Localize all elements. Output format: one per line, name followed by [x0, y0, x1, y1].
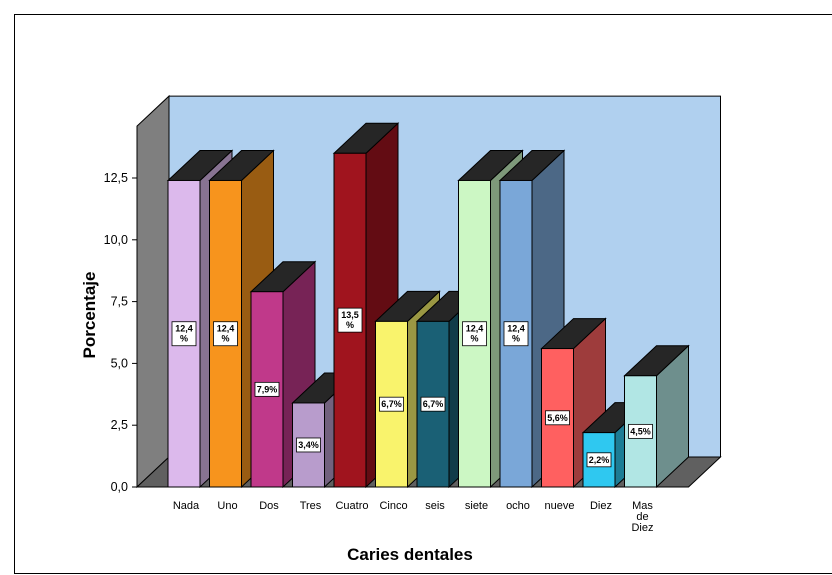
x-tick-label: nueve: [545, 500, 575, 512]
data-label-box: [337, 307, 363, 333]
data-label-box: [254, 381, 280, 397]
data-label: %: [346, 320, 354, 330]
bar: 5,6%: [540, 317, 607, 489]
data-label: %: [221, 334, 229, 344]
data-label: 12,4: [217, 324, 235, 334]
data-label: 6,7%: [423, 399, 444, 409]
y-axis-label: Porcentaje: [80, 272, 99, 359]
data-label: 12,4: [466, 324, 484, 334]
data-label-box: [171, 321, 197, 347]
y-tick-label: 10,0: [104, 233, 128, 247]
data-label: %: [470, 334, 478, 344]
data-label-box: [296, 437, 321, 453]
data-label-box: [503, 321, 529, 347]
x-tick-label: Tres: [300, 500, 322, 512]
data-label-box: [420, 396, 446, 412]
data-label-box: [213, 321, 238, 347]
data-label-box: [586, 452, 612, 468]
x-axis-label: Caries dentales: [347, 545, 473, 564]
x-tick-label: siete: [465, 500, 488, 512]
x-tick-label: de: [636, 511, 648, 523]
data-label-box: [545, 410, 570, 426]
data-label: %: [180, 334, 188, 344]
y-tick-label: 0,0: [111, 480, 128, 494]
data-label: 12,4: [175, 324, 193, 334]
x-tick-label: Cuatro: [335, 500, 368, 512]
data-label: %: [512, 334, 520, 344]
x-tick-label: Mas: [632, 500, 653, 512]
data-label: 13,5: [341, 310, 359, 320]
data-label-box: [628, 423, 653, 439]
x-tick-label: Uno: [217, 500, 237, 512]
bar-chart: 0,02,55,07,510,012,5 12,4%12,4%7,9%3,4%1…: [80, 94, 722, 564]
data-label: 2,2%: [589, 455, 610, 465]
x-tick-label: Dos: [259, 500, 279, 512]
data-label: 6,7%: [381, 399, 402, 409]
data-label: 12,4: [507, 324, 525, 334]
data-label: 5,6%: [547, 413, 568, 423]
y-axis: 0,0 2,5 5,0 7,5 10,0 12,5: [104, 126, 138, 494]
x-axis: Nada Uno Dos Tres Cuatro Cinco seis siete ocho nu…: [173, 500, 654, 534]
x-tick-label: Nada: [173, 500, 200, 512]
y-tick-label: 2,5: [111, 418, 128, 432]
x-tick-label: ocho: [506, 500, 530, 512]
y-tick-label: 12,5: [104, 171, 128, 185]
data-label-box: [462, 321, 487, 347]
x-tick-label: Cinco: [379, 500, 407, 512]
side-wall: [136, 94, 170, 489]
data-label: 7,9%: [257, 384, 278, 394]
data-label: 3,4%: [298, 440, 319, 450]
x-tick-label: seis: [425, 500, 445, 512]
y-tick-label: 7,5: [111, 295, 128, 309]
bars: 12,4%12,4%7,9%3,4%13,5%6,7% 6,7%12,4%12,4…: [166, 122, 690, 489]
x-tick-label: Diez: [631, 522, 653, 534]
data-label-box: [379, 396, 404, 412]
bar: 4,5%: [623, 344, 690, 489]
y-tick-label: 5,0: [111, 356, 128, 370]
chart-frame: 0,0 2,5 5,0 7,5 10,0 12,5 12,4% 12,4% 7,9% 3,4% 1…: [14, 14, 832, 574]
data-label: 4,5%: [630, 426, 651, 436]
x-tick-label: Diez: [590, 500, 612, 512]
